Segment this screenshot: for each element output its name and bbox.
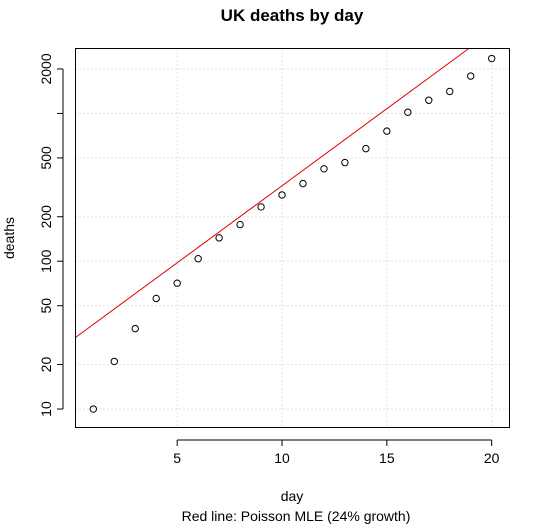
data-point: [467, 72, 475, 80]
y-axis-label: deaths: [1, 217, 17, 259]
data-point: [131, 324, 139, 333]
data-point: [446, 87, 454, 96]
points-layer: [89, 54, 496, 413]
data-point: [194, 255, 202, 263]
y-tick-label: 10: [38, 401, 54, 417]
fit-line-layer: [75, 48, 470, 338]
x-tick-label: 10: [274, 450, 290, 466]
data-point: [152, 294, 160, 303]
fit-line: [75, 48, 470, 338]
data-point: [383, 127, 391, 135]
x-axis-label: day: [281, 488, 304, 504]
data-point: [362, 144, 370, 153]
data-point: [215, 234, 223, 242]
data-point: [257, 203, 265, 211]
axes-layer: 5 10 15 20 10 20 50 100 200 500 2000: [38, 53, 500, 466]
data-point: [341, 158, 349, 167]
y-tick-label: 20: [38, 357, 54, 373]
y-tick-label: 500: [38, 146, 54, 170]
data-point: [89, 405, 98, 413]
data-point: [487, 54, 496, 63]
data-point: [278, 191, 286, 199]
y-tick-label: 50: [38, 298, 54, 314]
data-point: [110, 357, 118, 366]
x-tick-label: 5: [173, 450, 181, 466]
chart-subtitle: Red line: Poisson MLE (24% growth): [182, 508, 411, 524]
x-tick-label: 20: [484, 450, 500, 466]
data-point: [299, 179, 307, 188]
y-tick-label: 100: [38, 249, 54, 273]
plot-frame: [75, 48, 510, 428]
x-tick-label: 15: [379, 450, 395, 466]
grid-layer: [75, 48, 510, 428]
data-point: [173, 279, 181, 287]
chart-title: UK deaths by day: [221, 6, 364, 25]
data-point: [320, 165, 328, 173]
data-point: [236, 220, 244, 229]
data-point: [404, 108, 412, 116]
y-tick-label: 200: [38, 205, 54, 229]
y-tick-label: 2000: [38, 53, 54, 84]
data-point: [425, 96, 433, 104]
